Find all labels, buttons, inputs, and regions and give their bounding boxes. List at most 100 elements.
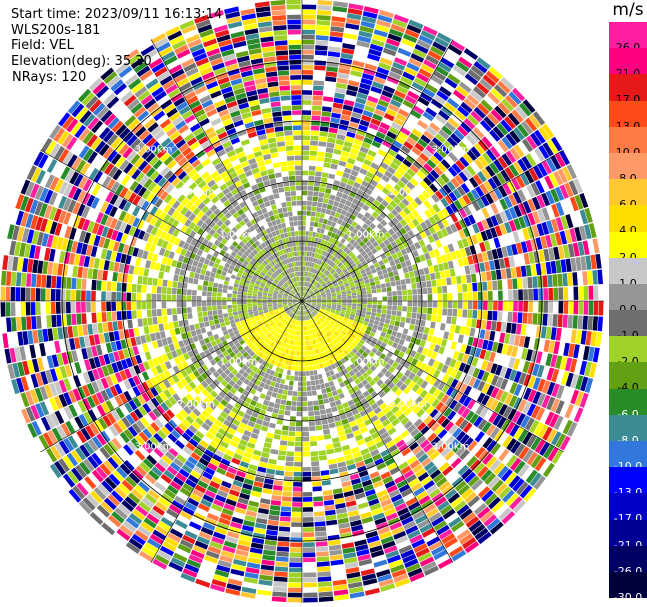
velocity-bin — [477, 506, 491, 519]
velocity-bin — [242, 483, 253, 491]
velocity-bin — [417, 138, 428, 148]
velocity-bin — [349, 238, 356, 245]
velocity-bin — [491, 175, 502, 187]
velocity-bin — [247, 557, 262, 564]
velocity-bin — [351, 221, 358, 228]
velocity-bin — [270, 381, 276, 387]
velocity-bin — [344, 255, 351, 261]
velocity-bin — [318, 233, 324, 239]
velocity-bin — [140, 521, 154, 533]
velocity-bin — [441, 364, 449, 374]
velocity-bin — [408, 372, 416, 381]
velocity-bin — [242, 389, 250, 397]
velocity-bin — [424, 252, 431, 261]
velocity-bin — [281, 325, 286, 331]
velocity-bin — [349, 336, 355, 342]
velocity-bin — [455, 430, 466, 442]
velocity-bin — [384, 170, 393, 179]
velocity-bin — [306, 266, 310, 272]
velocity-bin — [239, 439, 248, 447]
velocity-bin — [243, 451, 253, 459]
velocity-bin — [263, 544, 277, 551]
velocity-bin — [464, 345, 472, 355]
velocity-bin — [446, 277, 452, 286]
velocity-bin — [409, 534, 423, 544]
velocity-bin — [393, 258, 401, 265]
velocity-bin — [405, 525, 419, 535]
velocity-bin — [354, 193, 362, 201]
velocity-bin — [259, 381, 266, 388]
velocity-bin — [302, 306, 303, 311]
velocity-bin — [414, 241, 421, 250]
velocity-bin — [379, 402, 388, 411]
velocity-bin — [411, 209, 420, 218]
velocity-bin — [425, 144, 436, 155]
velocity-bin — [310, 278, 314, 284]
velocity-bin — [252, 305, 258, 309]
velocity-bin — [410, 200, 419, 209]
velocity-bin — [310, 451, 319, 457]
velocity-bin — [331, 318, 337, 323]
velocity-bin — [276, 546, 290, 552]
velocity-bin — [233, 453, 243, 461]
velocity-bin — [368, 379, 376, 387]
velocity-bin — [333, 272, 339, 278]
velocity-bin — [324, 509, 336, 516]
velocity-bin — [277, 455, 286, 461]
velocity-bin — [309, 291, 314, 295]
velocity-bin — [280, 435, 288, 441]
velocity-bin — [359, 256, 365, 263]
velocity-bin — [321, 203, 328, 209]
velocity-bin — [387, 301, 393, 306]
velocity-bin — [247, 306, 253, 310]
velocity-bin — [215, 432, 224, 441]
velocity-bin — [341, 444, 351, 452]
velocity-bin — [540, 262, 547, 275]
velocity-bin — [306, 251, 310, 257]
velocity-bin — [437, 428, 448, 439]
velocity-bin — [314, 65, 326, 71]
velocity-bin — [366, 535, 380, 544]
velocity-bin — [343, 552, 357, 559]
velocity-bin — [236, 544, 250, 552]
velocity-bin — [336, 278, 342, 283]
velocity-bin — [505, 150, 517, 164]
velocity-bin — [279, 347, 284, 353]
velocity-bin — [447, 117, 460, 129]
velocity-bin — [351, 308, 357, 313]
velocity-bin — [402, 328, 409, 335]
velocity-bin — [513, 301, 518, 312]
velocity-bin — [363, 484, 374, 492]
velocity-bin — [436, 176, 446, 187]
velocity-bin — [376, 569, 391, 578]
velocity-bin — [294, 456, 302, 462]
velocity-bin — [412, 250, 419, 258]
velocity-bin — [423, 480, 435, 491]
velocity-bin — [336, 388, 343, 395]
velocity-bin — [580, 376, 589, 392]
velocity-bin — [389, 335, 396, 342]
velocity-bin — [334, 196, 342, 203]
velocity-bin — [508, 91, 522, 105]
velocity-bin — [346, 353, 353, 360]
velocity-bin — [499, 223, 508, 235]
velocity-bin — [527, 312, 533, 325]
velocity-bin — [409, 572, 425, 583]
velocity-bin — [469, 346, 477, 357]
velocity-bin — [322, 302, 327, 304]
velocity-bin — [367, 301, 372, 305]
velocity-bin — [283, 481, 293, 487]
velocity-bin — [366, 326, 373, 332]
velocity-bin — [437, 415, 447, 425]
velocity-bin — [432, 286, 438, 294]
velocity-bin — [302, 326, 304, 331]
velocity-bin — [352, 320, 358, 326]
velocity-bin — [501, 98, 515, 112]
velocity-bin — [302, 291, 304, 297]
velocity-bin — [542, 123, 555, 139]
velocity-bin — [303, 331, 306, 336]
velocity-bin — [528, 114, 542, 129]
velocity-bin — [513, 426, 524, 440]
velocity-bin — [243, 378, 250, 386]
velocity-bin — [193, 512, 206, 522]
